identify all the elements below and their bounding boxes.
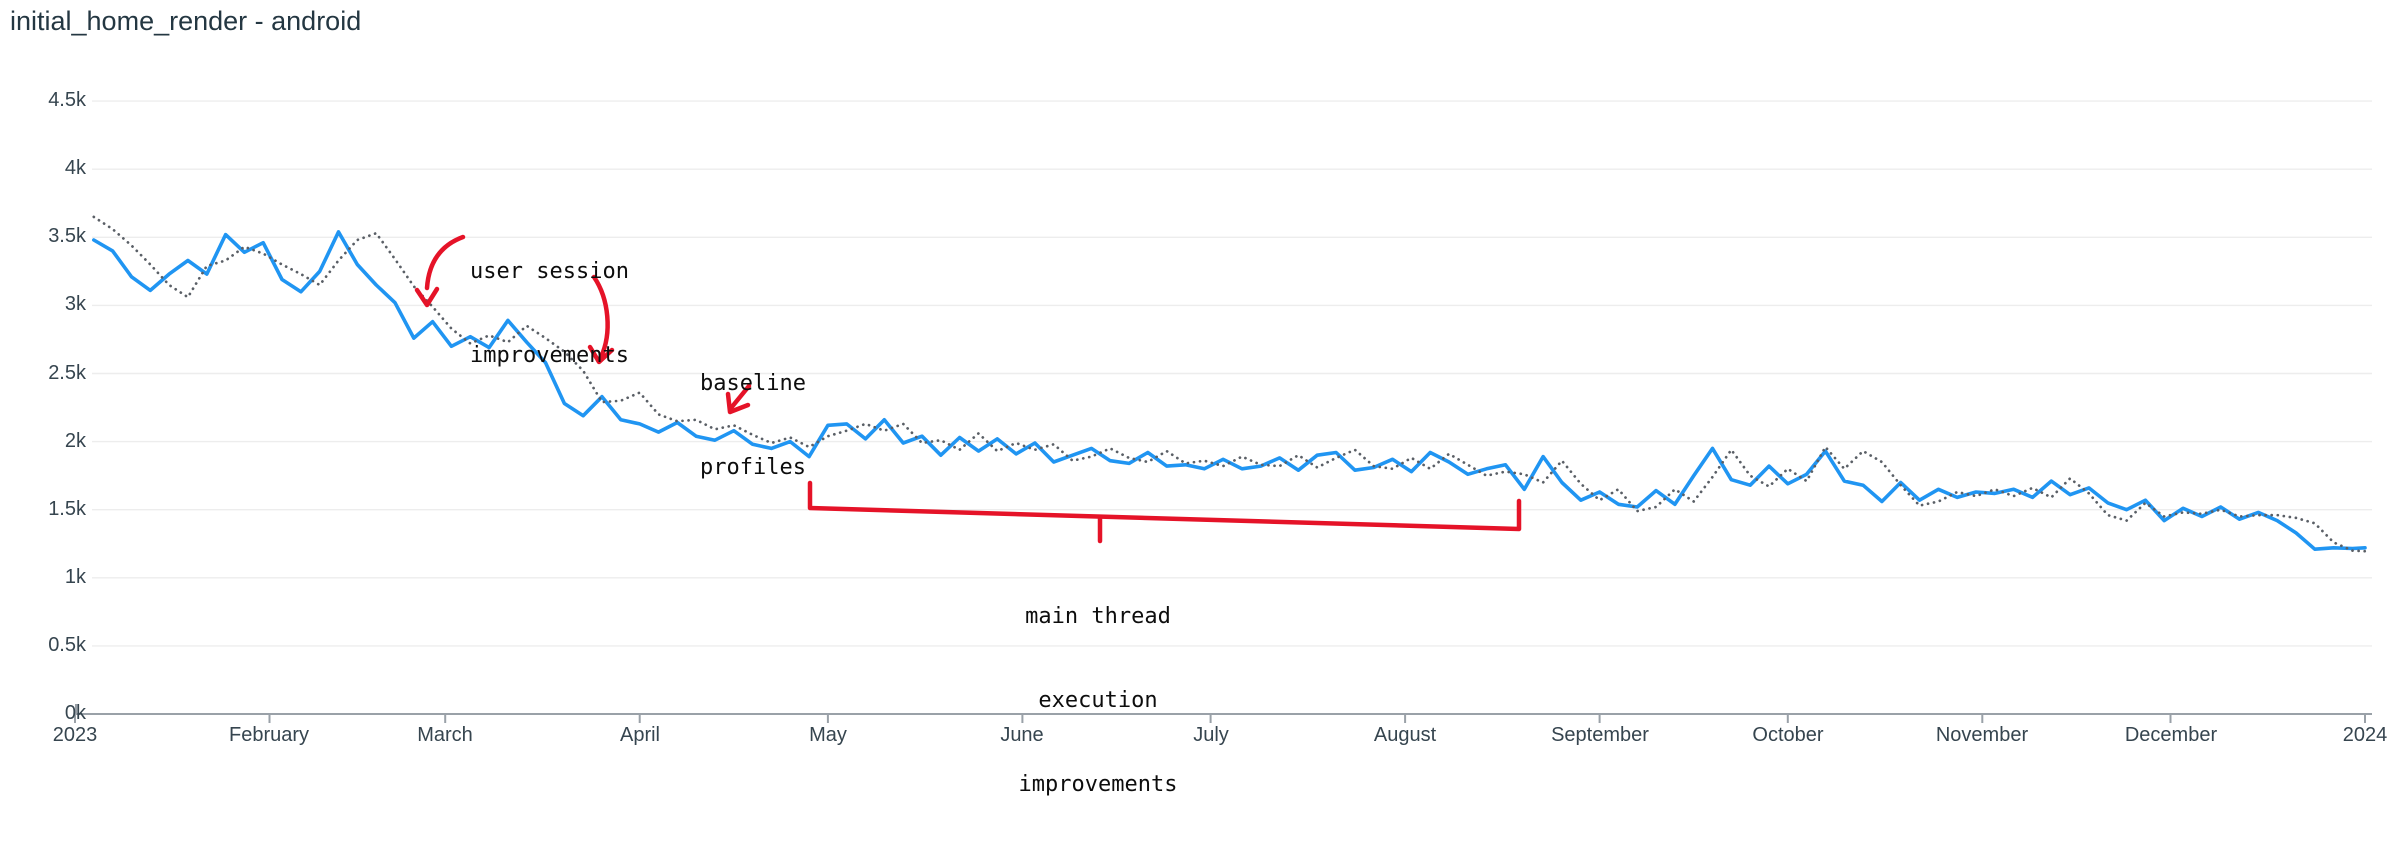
annotation-baseline-profiles: baseline profiles (700, 314, 806, 538)
solid_blue_line (92, 230, 2367, 552)
x-axis-label: May (809, 724, 847, 746)
x-axis-label: November (1935, 724, 2029, 746)
user-session-arrow-2 (591, 274, 610, 360)
y-axis-label: 1k (64, 566, 86, 588)
dotted_gray_line (92, 215, 2367, 553)
x-axis-label: June (1000, 724, 1044, 746)
chart-title: initial_home_render - android (10, 6, 362, 36)
annotation-line: improvements (470, 343, 629, 368)
x-axis-label: September (1551, 724, 1649, 746)
y-axis-label: 0k (64, 702, 86, 724)
annotation-line: baseline (700, 371, 806, 396)
y-axis-label: 3.5k (48, 225, 86, 247)
annotation-line: improvements (1018, 772, 1178, 797)
x-axis-label: October (1752, 724, 1824, 746)
user-session-arrowhead (414, 286, 440, 308)
annotation-line: execution (1038, 688, 1158, 713)
baseline-profiles-arrowhead (725, 391, 751, 415)
annotation-main-thread: main thread execution improvements (1019, 547, 1178, 855)
y-axis-label: 3k (64, 293, 86, 315)
x-axis-label: 2024 (2342, 724, 2388, 746)
y-axis-label: 4.5k (48, 89, 86, 111)
y-axis-label: 4k (64, 157, 86, 179)
y-axis-label: 1.5k (48, 498, 86, 520)
annotation-line: user session (470, 259, 629, 284)
x-axis-label: April (619, 724, 660, 746)
x-axis-label: February (228, 724, 310, 746)
y-axis-label: 2.5k (48, 362, 86, 384)
x-axis-label: July (1193, 724, 1229, 746)
annotation-user-session: user session improvements (470, 202, 629, 426)
baseline-profiles-arrow (728, 383, 752, 411)
plot-canvas[interactable] (0, 0, 2394, 758)
y-axis-label: 0.5k (48, 634, 86, 656)
annotation-line: profiles (700, 455, 806, 480)
y-axis-label: 2k (64, 430, 86, 452)
x-axis-label: December (2124, 724, 2218, 746)
main-thread-bracket (807, 480, 1522, 532)
x-axis-label: 2023 (52, 724, 98, 746)
x-axis-label: March (417, 724, 473, 746)
line-chart[interactable]: initial_home_render - android 0k 0.5k 1k 1.… (0, 0, 2394, 797)
annotation-line: main thread (1025, 604, 1171, 629)
x-axis-label: August (1373, 724, 1437, 746)
user-session-arrow (424, 234, 466, 291)
user-session-arrowhead-2 (587, 344, 615, 365)
annotation-layer (414, 234, 1522, 544)
